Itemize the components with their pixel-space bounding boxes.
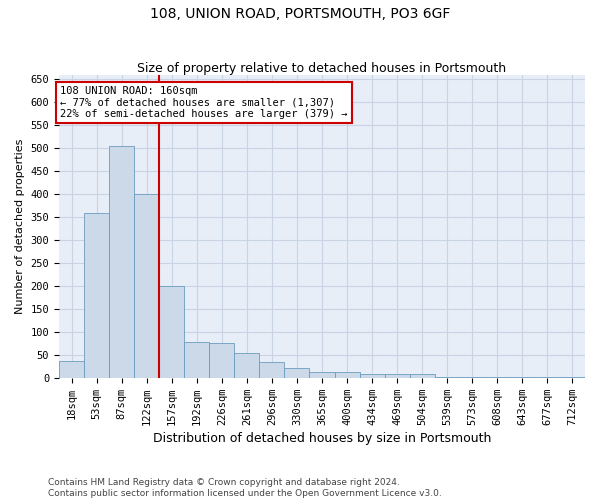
Text: Contains HM Land Registry data © Crown copyright and database right 2024.
Contai: Contains HM Land Registry data © Crown c… [48, 478, 442, 498]
Bar [159, 286, 184, 378]
Title: Size of property relative to detached houses in Portsmouth: Size of property relative to detached ho… [137, 62, 506, 74]
Bar [435, 377, 460, 378]
Bar [560, 377, 585, 378]
Bar [385, 374, 410, 378]
Bar [310, 372, 335, 378]
Y-axis label: Number of detached properties: Number of detached properties [15, 138, 25, 314]
Bar [510, 377, 535, 378]
Bar [109, 146, 134, 378]
Text: 108 UNION ROAD: 160sqm
← 77% of detached houses are smaller (1,307)
22% of semi-: 108 UNION ROAD: 160sqm ← 77% of detached… [60, 86, 348, 119]
X-axis label: Distribution of detached houses by size in Portsmouth: Distribution of detached houses by size … [153, 432, 491, 445]
Text: 108, UNION ROAD, PORTSMOUTH, PO3 6GF: 108, UNION ROAD, PORTSMOUTH, PO3 6GF [150, 8, 450, 22]
Bar [284, 368, 310, 378]
Bar [259, 362, 284, 378]
Bar [460, 377, 485, 378]
Bar [59, 362, 84, 378]
Bar [359, 374, 385, 378]
Bar [335, 372, 359, 378]
Bar [184, 342, 209, 378]
Bar [209, 344, 235, 378]
Bar [134, 194, 159, 378]
Bar [235, 352, 259, 378]
Bar [84, 214, 109, 378]
Bar [410, 374, 435, 378]
